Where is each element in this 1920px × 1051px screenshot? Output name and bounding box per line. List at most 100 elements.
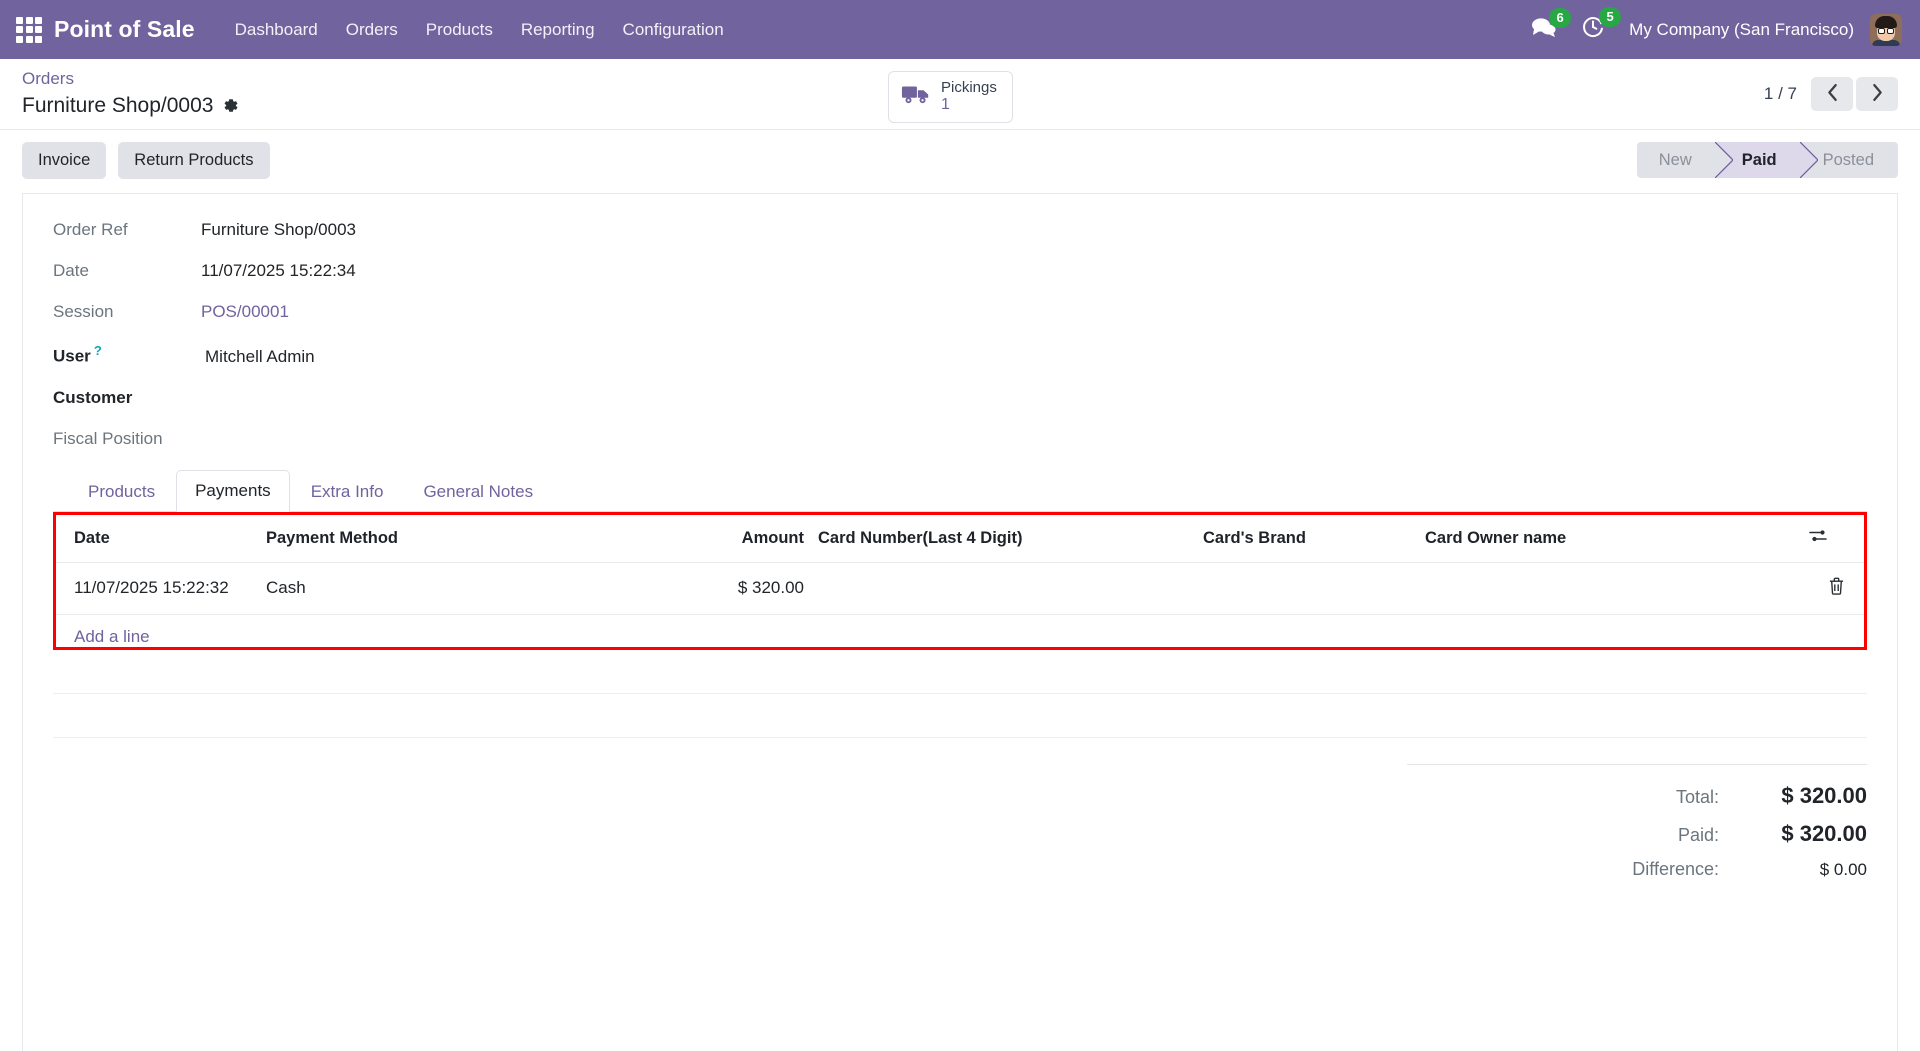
field-label-customer: Customer <box>53 387 133 407</box>
control-panel: Orders Furniture Shop/0003 <box>0 59 1920 130</box>
status-step-paid-label: Paid <box>1741 150 1777 169</box>
field-session: Session POS/00001 <box>53 302 1867 322</box>
field-date: Date 11/07/2025 15:22:34 <box>53 261 1867 281</box>
total-line-difference: Difference: $ 0.00 <box>1407 853 1867 886</box>
notebook-tabs: Products Payments Extra Info General Not… <box>53 469 1867 512</box>
top-navbar: Point of Sale Dashboard Orders Products … <box>0 0 1920 59</box>
status-step-new[interactable]: New <box>1658 150 1692 169</box>
empty-row <box>53 650 1867 694</box>
paid-amount: $ 320.00 <box>1781 820 1867 846</box>
apps-grid-icon[interactable] <box>14 15 44 45</box>
tab-general-notes[interactable]: General Notes <box>423 481 534 501</box>
pickings-stat-value: 1 <box>941 96 950 114</box>
field-label-user: User? <box>53 343 201 367</box>
sliders-icon <box>1808 527 1828 545</box>
truck-icon <box>901 82 931 111</box>
cell-amount[interactable]: $ 320.00 <box>666 562 818 615</box>
pager-next-button[interactable] <box>1856 77 1898 111</box>
form-sheet-background: Order Ref Furniture Shop/0003 Date 11/07… <box>0 192 1920 1051</box>
field-label-session: Session <box>53 301 114 321</box>
field-label-order-ref: Order Ref <box>53 219 128 239</box>
breadcrumb-current-label: Furniture Shop/0003 <box>22 93 214 117</box>
menu-configuration[interactable]: Configuration <box>622 19 724 39</box>
action-status-row: Invoice Return Products New Paid Posted <box>0 129 1920 193</box>
gear-icon[interactable] <box>222 97 239 114</box>
payments-table-highlight: Date Payment Method Amount Card Number(L… <box>53 511 1867 650</box>
activities-menu[interactable]: 5 <box>1581 7 1622 44</box>
add-a-line-button[interactable]: Add a line <box>74 626 150 646</box>
invoice-button[interactable]: Invoice <box>22 141 107 179</box>
messages-count-badge: 6 <box>1549 8 1572 28</box>
field-customer: Customer <box>53 388 1867 408</box>
stat-buttons-group: Pickings 1 <box>888 71 1013 123</box>
field-value-session-link[interactable]: POS/00001 <box>201 301 289 321</box>
status-step-paid[interactable]: Paid <box>1714 142 1819 179</box>
clock-icon <box>1581 15 1605 44</box>
total-amount: $ 320.00 <box>1781 782 1867 808</box>
field-label-fiscal-position: Fiscal Position <box>53 428 163 448</box>
empty-row <box>53 694 1867 738</box>
company-switcher[interactable]: My Company (San Francisco) <box>1629 19 1854 39</box>
return-products-button[interactable]: Return Products <box>118 141 270 179</box>
paid-label: Paid: <box>1677 824 1719 845</box>
avatar[interactable] <box>1870 13 1902 46</box>
field-value-date[interactable]: 11/07/2025 15:22:34 <box>201 260 356 280</box>
table-header-row: Date Payment Method Amount Card Number(L… <box>56 514 1864 563</box>
field-value-order-ref[interactable]: Furniture Shop/0003 <box>201 219 356 239</box>
total-line-total: Total: $ 320.00 <box>1407 777 1867 815</box>
tab-extra-info[interactable]: Extra Info <box>310 481 384 501</box>
status-arrow-left <box>1714 142 1734 179</box>
empty-rows-area <box>53 650 1867 738</box>
pickings-stat-label: Pickings <box>941 79 997 96</box>
difference-label: Difference: <box>1632 858 1719 879</box>
chevron-left-icon <box>1825 83 1840 105</box>
column-header-amount[interactable]: Amount <box>666 514 818 563</box>
chat-bubbles-icon <box>1531 16 1557 43</box>
payments-table: Date Payment Method Amount Card Number(L… <box>56 514 1864 615</box>
menu-orders[interactable]: Orders <box>345 19 398 39</box>
trash-icon[interactable] <box>1827 576 1846 596</box>
field-value-user[interactable]: Mitchell Admin <box>205 346 315 366</box>
activities-count-badge: 5 <box>1599 7 1622 27</box>
tab-payments[interactable]: Payments <box>176 469 290 512</box>
cell-card-number[interactable] <box>818 562 1203 615</box>
pager-counter: 1 / 7 <box>1763 84 1797 103</box>
notebook: Products Payments Extra Info General Not… <box>53 469 1867 886</box>
column-header-card-brand[interactable]: Card's Brand <box>1203 514 1425 563</box>
menu-reporting[interactable]: Reporting <box>520 19 595 39</box>
field-user: User? Mitchell Admin <box>53 343 1867 367</box>
app-brand-title[interactable]: Point of Sale <box>54 16 195 42</box>
pager-previous-button[interactable] <box>1811 77 1853 111</box>
optional-columns-dropdown[interactable] <box>1808 514 1864 563</box>
page-title: Furniture Shop/0003 <box>22 92 239 119</box>
pager: 1 / 7 <box>1764 67 1898 111</box>
messages-menu[interactable]: 6 <box>1531 8 1572 43</box>
column-header-card-owner-name[interactable]: Card Owner name <box>1425 514 1808 563</box>
breadcrumb-parent-orders[interactable]: Orders <box>22 69 74 88</box>
cell-card-brand[interactable] <box>1203 562 1425 615</box>
column-header-payment-method[interactable]: Payment Method <box>266 514 666 563</box>
totals-section: Total: $ 320.00 Paid: $ 320.00 Differenc… <box>53 763 1867 886</box>
breadcrumb: Orders Furniture Shop/0003 <box>22 67 239 119</box>
form-sheet: Order Ref Furniture Shop/0003 Date 11/07… <box>22 192 1898 1051</box>
cell-payment-method[interactable]: Cash <box>266 562 666 615</box>
total-label: Total: <box>1675 786 1719 807</box>
menu-products[interactable]: Products <box>425 19 493 39</box>
cell-date[interactable]: 11/07/2025 15:22:32 <box>56 562 266 615</box>
field-fiscal-position: Fiscal Position <box>53 429 1867 449</box>
cell-card-owner[interactable] <box>1425 562 1808 615</box>
tab-products[interactable]: Products <box>88 481 156 501</box>
field-label-user-text: User <box>53 346 91 366</box>
menu-dashboard[interactable]: Dashboard <box>234 19 318 39</box>
status-step-posted[interactable]: Posted <box>1822 150 1874 169</box>
status-bar: New Paid Posted <box>1636 142 1898 179</box>
table-row[interactable]: 11/07/2025 15:22:32 Cash $ 320.00 <box>56 562 1864 615</box>
cell-delete[interactable] <box>1808 562 1864 615</box>
total-line-paid: Paid: $ 320.00 <box>1407 815 1867 853</box>
column-header-date[interactable]: Date <box>56 514 266 563</box>
help-tooltip-icon[interactable]: ? <box>93 342 102 358</box>
totals-separator <box>1407 763 1867 765</box>
field-order-ref: Order Ref Furniture Shop/0003 <box>53 220 1867 240</box>
column-header-card-number[interactable]: Card Number(Last 4 Digit) <box>818 514 1203 563</box>
pickings-stat-button[interactable]: Pickings 1 <box>888 71 1013 123</box>
